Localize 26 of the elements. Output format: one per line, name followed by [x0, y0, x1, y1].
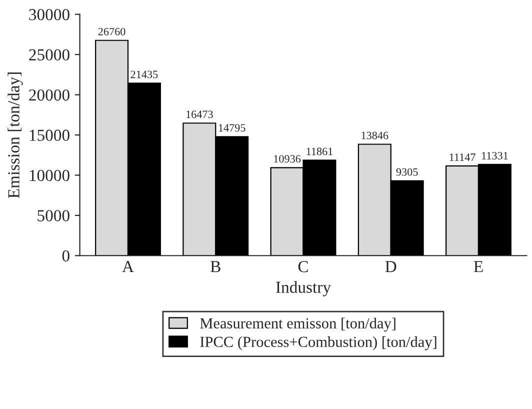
- y-tick-label: 0: [62, 250, 70, 262]
- data-label: 10936: [274, 155, 301, 163]
- x-tick-label: C: [298, 261, 308, 272]
- x-tick-label: B: [210, 261, 220, 272]
- data-label: 14795: [218, 124, 246, 132]
- y-tick-label: 20000: [29, 89, 70, 101]
- y-tick-label: 30000: [29, 9, 70, 20]
- data-label: 11331: [482, 152, 508, 160]
- y-tick-label: 15000: [30, 130, 70, 141]
- x-tick-label: A: [122, 261, 134, 272]
- y-tick-label: 10000: [30, 170, 70, 182]
- y-tick-label: 25000: [29, 49, 70, 60]
- data-label: 9305: [396, 168, 418, 176]
- data-label: 21435: [130, 70, 158, 78]
- x-tick-label: E: [474, 261, 483, 272]
- data-label: 16473: [186, 110, 213, 118]
- data-label: 11147: [450, 153, 476, 161]
- data-label: 13846: [362, 132, 388, 140]
- legend-label: IPCC (Process+Combustion) [ton/day]: [200, 336, 436, 350]
- y-tick-label: 5000: [38, 210, 70, 222]
- legend-label: Measurement emisson [ton/day]: [200, 318, 396, 332]
- data-label: 26760: [98, 28, 126, 36]
- y-axis-title: Emission [ton/day]: [8, 72, 23, 198]
- x-tick-label: D: [385, 261, 396, 272]
- data-label: 11861: [306, 148, 332, 156]
- x-axis-title: Industry: [276, 281, 331, 296]
